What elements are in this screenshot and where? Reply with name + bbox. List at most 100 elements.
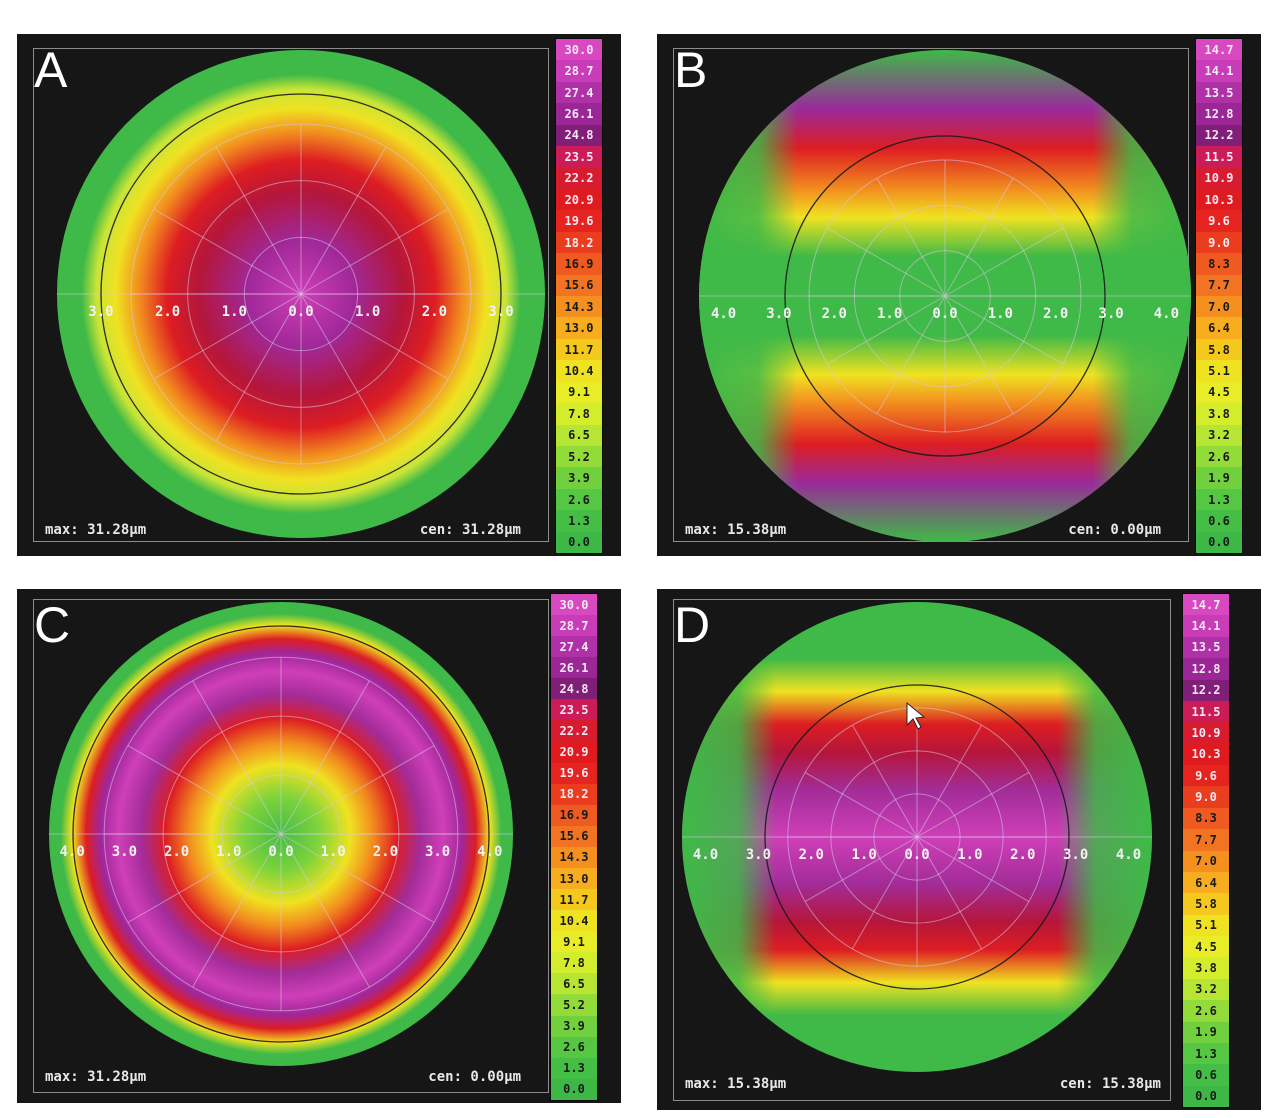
- zone-circle: [100, 93, 502, 495]
- scale-value: 13.5: [1196, 81, 1242, 104]
- scale-value: 5.8: [1196, 338, 1242, 361]
- scale-value: 11.7: [551, 889, 597, 911]
- scale-value: 8.3: [1183, 807, 1229, 830]
- axis-tick-label: 2.0: [1043, 306, 1068, 322]
- scale-value: 10.9: [1196, 167, 1242, 189]
- scale-value: 8.3: [1196, 253, 1242, 275]
- scale-value: 9.0: [1183, 786, 1229, 808]
- scale-value: 1.3: [551, 1057, 597, 1079]
- axis-tick-label: 3.0: [488, 304, 513, 320]
- scale-value: 10.4: [551, 910, 597, 932]
- scale-value: 6.4: [1196, 317, 1242, 339]
- scale-value: 11.7: [556, 338, 602, 361]
- scale-value: 2.6: [556, 488, 602, 511]
- scale-value: 0.0: [1183, 1085, 1229, 1107]
- axis-tick-label: 1.0: [216, 844, 241, 860]
- map-frame: [673, 599, 1171, 1101]
- axis-tick-label: 0.0: [904, 847, 929, 863]
- scale-value: 10.3: [1196, 188, 1242, 211]
- scale-value: 26.1: [556, 103, 602, 125]
- axis-tick-label: 0.0: [268, 844, 293, 860]
- scale-value: 14.1: [1183, 615, 1229, 637]
- scale-value: 23.5: [556, 146, 602, 168]
- axis-tick-label: 2.0: [373, 844, 398, 860]
- scale-value: 16.9: [556, 253, 602, 275]
- scale-value: 3.8: [1183, 957, 1229, 979]
- zone-circle: [72, 625, 490, 1043]
- scale-value: 0.6: [1183, 1064, 1229, 1086]
- scale-value: 5.2: [551, 994, 597, 1016]
- scale-value: 3.2: [1183, 978, 1229, 1001]
- axis-tick-label: 2.0: [155, 304, 180, 320]
- topography-map: 4.0 3.0 2.0 1.0 0.0 1.0 2.0 3.0 4.0: [699, 50, 1191, 542]
- scale-value: 5.1: [1196, 360, 1242, 382]
- scale-value: 18.2: [556, 231, 602, 254]
- axis-tick-label: 4.0: [711, 306, 736, 322]
- scale-value: 1.9: [1196, 467, 1242, 489]
- scale-value: 15.6: [556, 274, 602, 297]
- scale-value: 5.8: [1183, 893, 1229, 915]
- axis-tick-label: 4.0: [60, 844, 85, 860]
- axis-tick-label: 2.0: [822, 306, 847, 322]
- max-readout: max: 15.38μm: [685, 1076, 787, 1092]
- scale-value: 13.0: [556, 317, 602, 339]
- scale-value: 24.8: [551, 678, 597, 700]
- panel-letter: D: [674, 597, 711, 653]
- map-panel-b: 4.0 3.0 2.0 1.0 0.0 1.0 2.0 3.0 4.0 B max: 15.38…: [657, 34, 1261, 556]
- scale-value: 28.7: [551, 615, 597, 637]
- scale-value: 14.7: [1183, 594, 1229, 616]
- scale-value: 14.3: [556, 296, 602, 318]
- scale-value: 6.5: [556, 424, 602, 447]
- axis-tick-label: 3.0: [425, 844, 450, 860]
- polar-grid: [699, 159, 1191, 433]
- scale-value: 27.4: [551, 636, 597, 658]
- scale-value: 3.2: [1196, 424, 1242, 447]
- map-frame: [33, 599, 549, 1093]
- scale-value: 15.6: [551, 825, 597, 847]
- scale-value: 10.9: [1183, 722, 1229, 744]
- axis-tick-label: 4.0: [1154, 306, 1179, 322]
- mouse-cursor-icon: [906, 701, 926, 730]
- max-readout: max: 31.28μm: [45, 522, 147, 538]
- axis-tick-label: 3.0: [88, 304, 113, 320]
- axis-tick-label: 1.0: [988, 306, 1013, 322]
- axis-tick-label: 1.0: [851, 847, 876, 863]
- topography-map: 4.0 3.0 2.0 1.0 0.0 1.0 2.0 3.0 4.0: [682, 602, 1152, 1072]
- axis-tick-label: 2.0: [1010, 847, 1035, 863]
- scale-value: 1.9: [1183, 1021, 1229, 1043]
- scale-value: 9.6: [1196, 210, 1242, 232]
- axis-tick-label: 2.0: [799, 847, 824, 863]
- scale-value: 12.2: [1183, 679, 1229, 701]
- scale-value: 30.0: [556, 39, 602, 61]
- scale-value: 0.6: [1196, 510, 1242, 532]
- color-scale: 14.7 14.1 13.5 12.8 12.2 11.5 10.9 10.3 9.6 9.0 8.…: [1182, 593, 1230, 1108]
- color-scale: 30.0 28.7 27.4 26.1 24.8 23.5 22.2 20.9 19.6 18.2…: [555, 38, 603, 554]
- scale-value: 14.3: [551, 846, 597, 869]
- scale-value: 0.0: [1196, 531, 1242, 554]
- scale-value: 20.9: [551, 741, 597, 763]
- panel-letter: A: [34, 42, 68, 98]
- scale-value: 1.3: [1183, 1042, 1229, 1065]
- scale-value: 0.0: [556, 531, 602, 554]
- scale-value: 0.0: [551, 1078, 597, 1100]
- topography-map: 4.0 3.0 2.0 1.0 0.0 1.0 2.0 3.0 4.0: [49, 602, 513, 1066]
- scale-value: 14.7: [1196, 39, 1242, 61]
- axis-tick-label: 1.0: [222, 304, 247, 320]
- scale-value: 11.5: [1183, 700, 1229, 723]
- scale-value: 7.8: [551, 952, 597, 974]
- center-readout: cen: 31.28μm: [419, 522, 521, 538]
- axis-tick-label: 4.0: [693, 847, 718, 863]
- scale-value: 19.6: [556, 210, 602, 232]
- scale-value: 26.1: [551, 657, 597, 679]
- map-panel-a: 3.0 2.0 1.0 0.0 1.0 2.0 3.0 A max: 31.28μm cen…: [17, 34, 621, 556]
- scale-value: 12.8: [1196, 103, 1242, 125]
- scale-value: 12.8: [1183, 658, 1229, 680]
- scale-value: 13.0: [551, 868, 597, 890]
- scale-value: 19.6: [551, 762, 597, 784]
- axis-tick-label: 3.0: [766, 306, 791, 322]
- scale-value: 7.0: [1183, 850, 1229, 872]
- map-frame: [33, 48, 549, 542]
- scale-value: 30.0: [551, 594, 597, 616]
- scale-value: 7.0: [1196, 296, 1242, 318]
- scale-value: 10.3: [1183, 743, 1229, 765]
